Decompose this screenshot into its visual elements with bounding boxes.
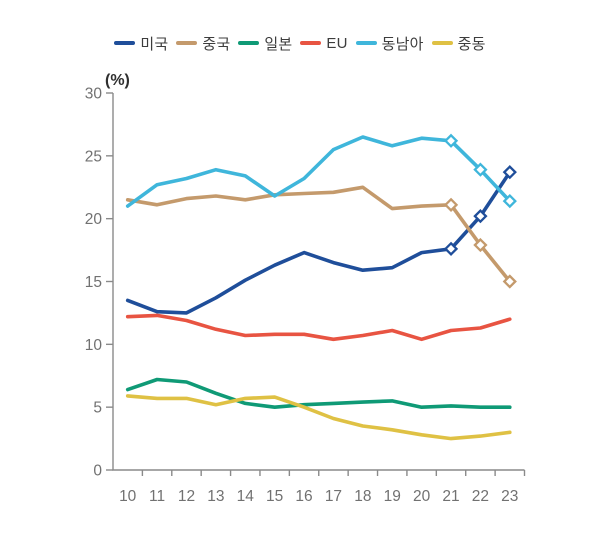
legend-item-mideast: 중동 <box>431 33 486 54</box>
x-axis-tick-label: 15 <box>266 488 283 505</box>
legend-swatch-mideast <box>431 40 453 46</box>
x-axis-tick-label: 16 <box>295 488 312 505</box>
x-axis-tick-label: 12 <box>178 488 195 505</box>
legend-swatch-japan <box>238 40 260 46</box>
marker-diamond-china <box>473 237 488 253</box>
y-axis-tick-label: 25 <box>85 148 102 165</box>
x-axis-tick-label: 19 <box>384 488 401 505</box>
marker-diamond-sea <box>473 162 488 177</box>
x-axis-tick-label: 11 <box>149 488 165 505</box>
legend-swatch-china <box>176 40 198 46</box>
x-axis-tick-label: 20 <box>413 488 431 505</box>
legend-swatch-sea <box>355 40 377 46</box>
x-axis-tick-label: 23 <box>501 488 518 505</box>
legend-swatch-usa <box>114 40 136 46</box>
legend-item-japan: 일본 <box>238 33 292 54</box>
y-axis-tick-label: 30 <box>85 86 103 103</box>
legend-item-sea: 동남아 <box>355 33 424 54</box>
legend-item-eu: EU <box>300 35 347 52</box>
marker-diamond-usa <box>443 241 459 256</box>
legend-swatch-eu <box>300 40 322 46</box>
y-axis-tick-label: 15 <box>85 274 102 291</box>
x-axis-tick-label: 17 <box>325 488 342 505</box>
marker-diamond-sea <box>443 133 459 148</box>
legend-item-usa: 미국 <box>114 33 168 54</box>
marker-diamond-sea <box>502 193 517 209</box>
legend-item-china: 중국 <box>176 33 230 54</box>
legend-label-japan: 일본 <box>264 35 293 53</box>
series-line-sea <box>125 135 512 208</box>
legend-label-sea: 동남아 <box>381 35 424 53</box>
legend-label-eu: EU <box>326 34 348 52</box>
y-axis-tick-label: 20 <box>85 211 103 228</box>
series-line-eu <box>125 313 512 342</box>
marker-diamond-china <box>443 197 459 212</box>
legend-label-mideast: 중동 <box>457 35 486 53</box>
chart-legend: 미국 중국 일본 EU 동남아 중동 <box>0 33 600 53</box>
y-axis-tick-label: 0 <box>93 463 102 480</box>
marker-diamond-usa <box>502 165 517 180</box>
series-line-mideast <box>125 394 512 441</box>
marker-diamond-china <box>502 274 517 289</box>
marker-diamond-usa <box>473 209 488 224</box>
series-line-japan <box>125 377 512 410</box>
legend-label-usa: 미국 <box>140 35 169 53</box>
y-axis-tick-label: 5 <box>93 400 102 417</box>
x-axis-tick-label: 18 <box>354 488 371 505</box>
x-axis-tick-label: 21 <box>442 488 459 505</box>
x-axis-tick-label: 22 <box>472 488 489 505</box>
y-axis-unit-label: (%) <box>105 72 130 89</box>
x-axis-tick-label: 10 <box>119 488 137 505</box>
x-axis-tick-label: 14 <box>237 488 255 505</box>
y-axis-tick-label: 10 <box>85 337 103 354</box>
legend-label-china: 중국 <box>202 35 231 53</box>
x-axis-tick-label: 13 <box>207 488 224 505</box>
